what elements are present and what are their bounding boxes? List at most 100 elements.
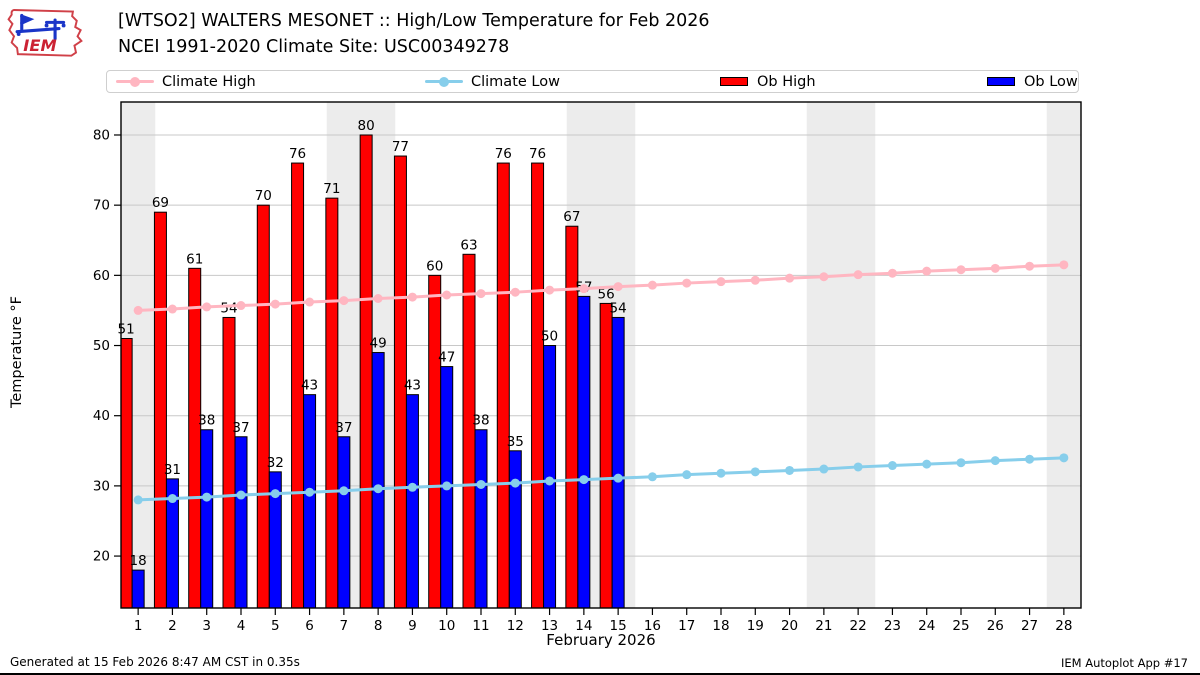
climate-marker: [407, 482, 417, 492]
climate-marker: [853, 270, 863, 280]
ob-high-value-label: 71: [323, 181, 340, 197]
ob-high-value-label: 69: [152, 195, 169, 211]
chart-title: [WTSO2] WALTERS MESONET :: High/Low Temp…: [118, 11, 710, 31]
x-tick-label: 6: [305, 618, 314, 634]
ob-high-bar: [325, 197, 339, 609]
ob-low-bar: [303, 394, 317, 609]
climate-marker: [922, 266, 932, 276]
ob-low-value-label: 37: [232, 420, 249, 436]
ob-high-value-label: 76: [495, 146, 512, 162]
climate-marker: [613, 282, 623, 292]
y-tick-label: 50: [93, 338, 110, 354]
ob-low-value-label: 50: [541, 329, 558, 345]
x-tick-label: 12: [507, 618, 524, 634]
climate-marker: [202, 492, 212, 502]
ob-low-value-label: 37: [335, 420, 352, 436]
climate-high-marker-icon: [130, 76, 140, 87]
ob-high-bar: [428, 274, 442, 609]
climate-marker: [682, 470, 692, 480]
ob-high-swatch-icon: [720, 77, 748, 86]
ob-low-swatch-icon: [987, 77, 1015, 86]
ob-high-bar: [496, 162, 510, 609]
x-tick-label: 28: [1055, 618, 1072, 634]
ob-low-value-label: 47: [438, 350, 455, 366]
weekend-band: [806, 102, 841, 608]
y-tick-label: 70: [93, 198, 110, 214]
climate-marker: [510, 478, 520, 488]
climate-marker: [305, 297, 315, 307]
x-tick-label: 4: [237, 618, 246, 634]
ob-high-value-label: 80: [358, 118, 375, 134]
x-tick-label: 10: [438, 618, 455, 634]
climate-marker: [1059, 453, 1069, 463]
ob-low-value-label: 18: [130, 553, 147, 569]
ob-low-bar: [405, 394, 419, 609]
climate-marker: [1025, 454, 1035, 464]
x-tick-label: 7: [340, 618, 349, 634]
ob-low-value-label: 43: [404, 378, 421, 394]
climate-marker: [819, 464, 829, 474]
ob-low-bar: [234, 436, 248, 609]
ob-low-bar: [577, 295, 591, 609]
legend-label-ob-high: Ob High: [757, 73, 816, 90]
ob-high-value-label: 51: [118, 322, 135, 338]
weather-vane-icon: [15, 13, 66, 41]
bottom-border: [0, 673, 1200, 675]
ob-high-value-label: 77: [392, 139, 409, 155]
ob-low-value-label: 43: [301, 378, 318, 394]
climate-marker: [990, 456, 1000, 466]
x-tick-label: 27: [1021, 618, 1038, 634]
climate-marker: [750, 467, 760, 477]
x-tick-label: 19: [747, 618, 764, 634]
ob-high-bar: [153, 211, 167, 609]
climate-marker: [442, 290, 452, 300]
app-credit: IEM Autoplot App #17: [1060, 656, 1188, 670]
x-tick-label: 26: [987, 618, 1004, 634]
climate-low-line-icon: [425, 76, 463, 87]
ob-low-value-label: 38: [472, 413, 489, 429]
climate-marker: [545, 285, 555, 295]
climate-marker: [647, 472, 657, 482]
climate-marker: [785, 465, 795, 475]
x-tick-label: 24: [918, 618, 935, 634]
ob-high-value-label: 76: [289, 146, 306, 162]
x-tick-label: 21: [815, 618, 832, 634]
ob-high-value-label: 63: [460, 237, 477, 253]
generated-timestamp: Generated at 15 Feb 2026 8:47 AM CST in …: [10, 655, 300, 669]
legend-item-climate-low: Climate Low: [425, 71, 560, 92]
iem-logo: IEM: [7, 9, 83, 57]
ob-low-value-label: 54: [610, 300, 627, 316]
ob-high-bar: [599, 302, 613, 609]
ob-high-bar: [359, 134, 373, 609]
climate-marker: [922, 459, 932, 469]
ob-low-value-label: 49: [370, 336, 387, 352]
x-tick-label: 11: [472, 618, 489, 634]
weekend-band: [1046, 102, 1081, 608]
ob-low-bar: [337, 436, 351, 609]
climate-marker: [1059, 260, 1069, 270]
climate-marker: [545, 476, 555, 486]
legend-label-climate-high: Climate High: [162, 73, 256, 90]
climate-marker: [442, 481, 452, 491]
y-tick-label: 60: [93, 268, 110, 284]
x-tick-label: 2: [168, 618, 177, 634]
climate-marker: [990, 263, 1000, 273]
x-tick-label: 22: [850, 618, 867, 634]
ob-high-value-label: 56: [598, 286, 615, 302]
climate-marker: [476, 479, 486, 489]
climate-marker: [579, 475, 589, 485]
x-tick-label: 9: [408, 618, 417, 634]
weekend-band: [841, 102, 876, 608]
climate-line: [136, 456, 1066, 502]
climate-marker: [133, 495, 143, 505]
ob-low-bar: [508, 450, 522, 609]
ob-high-bar: [222, 316, 236, 609]
climate-marker: [716, 468, 726, 478]
x-tick-label: 15: [610, 618, 627, 634]
ob-high-value-label: 70: [255, 188, 272, 204]
x-tick-label: 3: [202, 618, 211, 634]
x-tick-label: 13: [541, 618, 558, 634]
climate-marker: [510, 287, 520, 297]
plot-border: [120, 101, 1082, 609]
x-tick-label: 14: [575, 618, 592, 634]
